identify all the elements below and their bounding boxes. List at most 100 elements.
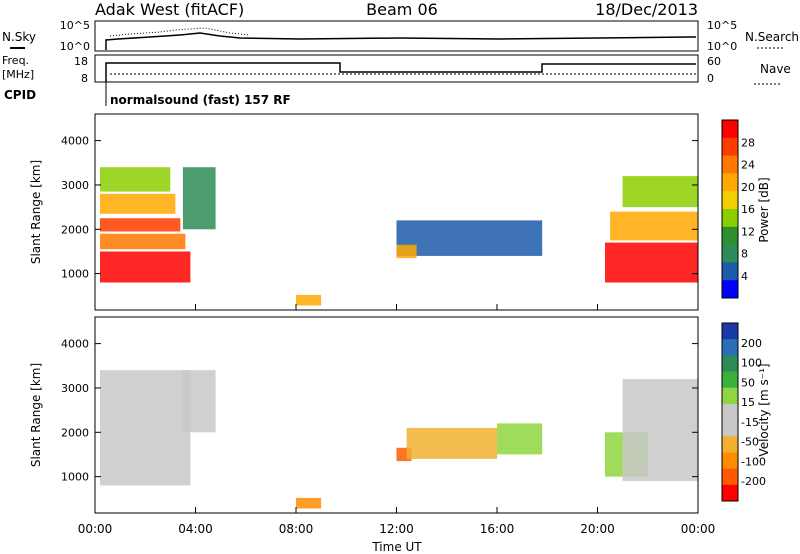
nsky-tick-bottom: 10^0 <box>60 40 90 53</box>
nave-tick-top: 60 <box>707 55 721 68</box>
nsearch-tick-top: 10^5 <box>707 19 737 32</box>
power-colorbar-tick-6: 4 <box>741 270 748 283</box>
velocity-colorbar-swatch-9 <box>722 468 738 486</box>
power-y-tick-label-0: 1000 <box>61 268 89 281</box>
power-colorbar-tick-2: 20 <box>741 181 755 194</box>
velocity-colorbar-swatch-5 <box>722 403 738 421</box>
velocity-colorbar-tick-7: -200 <box>741 475 766 488</box>
power-colorbar-swatch-1 <box>722 137 738 157</box>
velocity-scatter-region-2 <box>296 497 322 509</box>
velocity-colorbar-tick-0: 200 <box>741 337 762 350</box>
power-colorbar-label: Power [dB] <box>757 177 771 242</box>
time-tick-label-6: 00:00 <box>681 522 716 536</box>
power-colorbar-tick-0: 28 <box>741 136 755 149</box>
velocity-colorbar-swatch-2 <box>722 355 738 373</box>
velocity-ylabel: Slant Range [km] <box>29 363 43 467</box>
power-colorbar-swatch-2 <box>722 155 738 174</box>
power-colorbar-tick-5: 8 <box>741 248 748 261</box>
beam-title: Beam 06 <box>366 0 438 19</box>
velocity-colorbar-tick-3: 15 <box>741 396 755 409</box>
power-scatter-region-9 <box>605 242 698 283</box>
velocity-y-tick-label-3: 4000 <box>61 338 89 351</box>
freq-tick-top: 18 <box>74 55 88 68</box>
power-colorbar-swatch-9 <box>722 280 738 299</box>
velocity-colorbar-swatch-1 <box>722 339 738 356</box>
velocity-scatter-region-0 <box>100 370 191 486</box>
velocity-scatter-region-4 <box>406 427 497 459</box>
power-colorbar-tick-3: 16 <box>741 203 755 216</box>
velocity-colorbar-frame <box>721 322 739 502</box>
nsky-label: N.Sky <box>2 30 36 44</box>
power-scatter-region-6 <box>296 294 322 306</box>
power-scatter-region-7 <box>396 220 543 256</box>
power-colorbar-swatch-8 <box>722 262 738 281</box>
velocity-scatter-region-7 <box>622 379 698 482</box>
nsearch-label: N.Search <box>745 30 799 44</box>
power-y-tick-label-1: 2000 <box>61 223 89 236</box>
velocity-colorbar-swatch-0 <box>722 323 738 340</box>
velocity-plot-area <box>100 370 698 509</box>
freq-tick-bottom: 8 <box>81 72 88 85</box>
power-colorbar-swatch-7 <box>722 244 738 263</box>
power-scatter-region-8 <box>396 244 417 259</box>
time-x-axis: 00:00 04:00 08:00 12:00 16:00 20:00 00:00 <box>78 304 716 536</box>
velocity-colorbar-swatch-3 <box>722 371 738 389</box>
power-y-axis: 1000 2000 3000 4000 <box>61 135 698 281</box>
velocity-colorbar-swatch-8 <box>722 452 738 470</box>
power-colorbar-swatch-3 <box>722 173 738 192</box>
velocity-colorbar-label: Velocity [m s⁻¹] <box>757 363 771 456</box>
cpid-text: normalsound (fast) 157 RF <box>110 93 291 107</box>
power-plot-area <box>100 167 698 306</box>
power-ylabel: Slant Range [km] <box>29 160 43 264</box>
power-scatter-region-3 <box>100 193 176 214</box>
freq-label: Freq. <box>2 54 29 67</box>
station-title: Adak West (fitACF) <box>95 0 244 19</box>
time-tick-label-2: 08:00 <box>279 522 314 536</box>
cpid-label: CPID <box>4 88 36 102</box>
velocity-colorbar-swatch-10 <box>722 484 738 502</box>
velocity-colorbar-swatch-6 <box>722 420 738 437</box>
velocity-colorbar-tick-5: -50 <box>741 436 759 449</box>
power-panel: 1000 2000 3000 4000 Slant Range [km] 28 24 20… <box>29 113 771 311</box>
velocity-colorbar-tick-2: 50 <box>741 376 755 389</box>
velocity-scatter-region-1 <box>182 370 216 433</box>
freq-panel: Freq. [MHz] 18 8 60 0 Nave CPID normalso… <box>2 54 791 107</box>
power-scatter-region-4 <box>100 167 171 192</box>
time-xlabel: Time UT <box>371 540 422 554</box>
power-colorbar-tick-1: 24 <box>741 159 755 172</box>
velocity-colorbar-swatch-4 <box>722 387 738 405</box>
power-scatter-region-2 <box>100 218 181 232</box>
velocity-colorbar-tick-1: 100 <box>741 357 762 370</box>
power-scatter-region-10 <box>610 211 698 241</box>
velocity-colorbar: 200 100 50 15 -15 -50 -100 -200 <box>721 322 766 502</box>
power-scatter-region-5 <box>182 167 216 230</box>
velocity-y-tick-label-1: 2000 <box>61 426 89 439</box>
velocity-y-axis: 1000 2000 3000 4000 <box>61 338 698 484</box>
nsky-panel: N.Sky 10^5 10^0 10^5 10^0 N.Search <box>2 19 799 53</box>
nave-tick-bottom: 0 <box>707 72 714 85</box>
velocity-colorbar-tick-4: -15 <box>741 416 759 429</box>
power-y-tick-label-3: 4000 <box>61 135 89 148</box>
nave-label: Nave <box>760 62 791 76</box>
power-colorbar: 28 24 20 16 12 8 4 <box>721 119 755 299</box>
velocity-y-tick-label-0: 1000 <box>61 471 89 484</box>
freq-unit-label: [MHz] <box>2 68 34 81</box>
velocity-scatter-region-5 <box>497 423 543 455</box>
freq-trace <box>105 62 696 82</box>
velocity-y-tick-label-2: 3000 <box>61 382 89 395</box>
power-scatter-region-0 <box>100 251 191 283</box>
power-colorbar-swatch-6 <box>722 226 738 246</box>
nsearch-tick-bottom: 10^0 <box>707 40 737 53</box>
power-colorbar-tick-4: 12 <box>741 225 755 238</box>
velocity-colorbar-swatch-7 <box>722 436 738 453</box>
nsky-scatter <box>109 27 251 37</box>
power-colorbar-swatch-4 <box>722 191 738 210</box>
time-tick-label-1: 04:00 <box>178 522 213 536</box>
time-tick-label-5: 20:00 <box>580 522 615 536</box>
velocity-colorbar-tick-6: -100 <box>741 455 766 468</box>
nsky-trace <box>105 32 696 50</box>
power-scatter-region-11 <box>622 176 698 208</box>
power-scatter-region-1 <box>100 233 186 250</box>
velocity-panel: 1000 2000 3000 4000 Slant Range [km] 200 100… <box>29 304 771 554</box>
